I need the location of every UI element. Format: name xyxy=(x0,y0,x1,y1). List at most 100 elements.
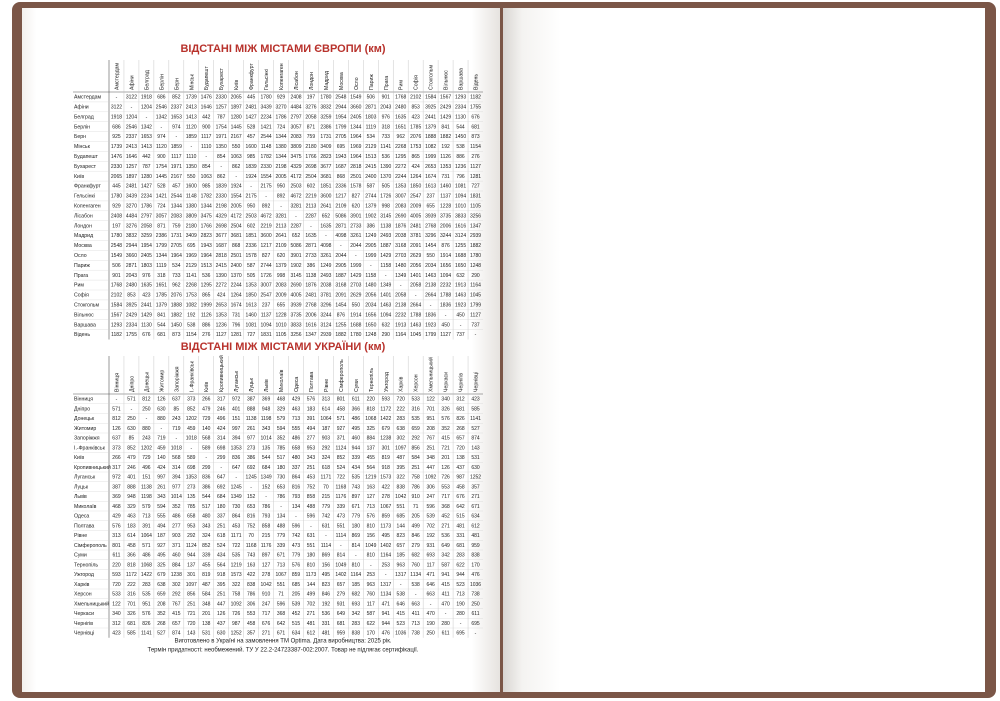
table-cell: 3677 xyxy=(216,233,227,239)
table-cell: 1429 xyxy=(350,273,361,279)
table-cell: 237 xyxy=(426,194,435,200)
table-cell: 386 xyxy=(202,484,211,490)
table-cell: 283 xyxy=(352,621,361,627)
table-cell: 458 xyxy=(127,543,136,549)
table-cell: 135 xyxy=(262,445,271,451)
table-cell: 2504 xyxy=(305,174,316,180)
row-header: Тернопіль xyxy=(74,562,98,568)
table-cell: 1918 xyxy=(141,95,152,101)
table-cell: 3600 xyxy=(261,233,272,239)
table-cell: 787 xyxy=(142,164,151,170)
table-cell: 1344 xyxy=(171,203,182,209)
table-cell: 1613 xyxy=(425,184,436,190)
table-cell: 2818 xyxy=(350,164,361,170)
column-header: Дніпро xyxy=(129,376,135,392)
table-cell: - xyxy=(340,543,342,549)
table-cell: 1902 xyxy=(365,213,376,219)
table-cell: 523 xyxy=(397,621,406,627)
table-cell: 3145 xyxy=(380,213,391,219)
table-cell: 3256 xyxy=(470,213,481,219)
table-cell: 292 xyxy=(322,445,331,451)
table-cell: 452 xyxy=(441,514,450,520)
table-cell: 192 xyxy=(187,312,196,318)
table-cell: 742 xyxy=(292,533,301,539)
table-cell: 268 xyxy=(456,426,465,432)
table-cell: - xyxy=(355,253,357,259)
table-cell: 3475 xyxy=(290,154,301,160)
table-cell: 976 xyxy=(142,273,151,279)
table-cell: 394 xyxy=(232,436,241,442)
table-cell: 453 xyxy=(232,523,241,529)
table-cell: 733 xyxy=(382,134,391,140)
table-cell: 1248 xyxy=(365,332,376,338)
table-cell: 2268 xyxy=(395,144,406,150)
table-cell: 4484 xyxy=(126,213,137,219)
table-cell: 1836 xyxy=(440,302,451,308)
table-cell: 959 xyxy=(471,543,480,549)
table-cell: 1148 xyxy=(261,144,272,150)
table-cell: 250 xyxy=(142,406,151,412)
table-cell: 2744 xyxy=(365,194,376,200)
table-cell: 3057 xyxy=(156,213,167,219)
table-cell: 1839 xyxy=(246,164,257,170)
table-cell: 2698 xyxy=(216,223,227,229)
table-cell: 1317 xyxy=(395,572,406,578)
table-cell: 1127 xyxy=(470,164,481,170)
table-cell: 1120 xyxy=(156,144,167,150)
table-cell: 122 xyxy=(112,601,121,607)
table-cell: 3925 xyxy=(126,302,137,308)
table-cell: 900 xyxy=(157,154,166,160)
table-cell: 713 xyxy=(367,504,376,510)
table-cell: 1114 xyxy=(336,533,347,539)
table-cell: 858 xyxy=(262,523,271,529)
table-cell: 192 xyxy=(322,601,331,607)
table-cell: 1120 xyxy=(186,124,197,130)
table-cell: 838 xyxy=(397,484,406,490)
table-cell: 2330 xyxy=(261,164,272,170)
table-cell: 2703 xyxy=(395,253,406,259)
table-cell: 312 xyxy=(112,621,121,627)
table-cell: 524 xyxy=(217,543,226,549)
row-header: Черкаси xyxy=(74,611,94,617)
table-cell: 340 xyxy=(112,611,121,617)
column-header: Житомир xyxy=(159,370,165,392)
table-cell: 614 xyxy=(127,533,136,539)
table-cell: 2653 xyxy=(425,164,436,170)
table-cell: 401 xyxy=(127,475,136,481)
table-cell: 871 xyxy=(307,124,316,130)
table-cell: 1141 xyxy=(141,631,152,637)
table-cell: 676 xyxy=(456,494,465,500)
table-cell: 1255 xyxy=(455,243,466,249)
table-cell: 695 xyxy=(456,631,465,637)
table-cell: 71 xyxy=(413,504,419,510)
table-cell: 2405 xyxy=(141,253,152,259)
column-header: Черкаси xyxy=(444,372,450,392)
table-cell: 276 xyxy=(202,332,211,338)
table-cell: 373 xyxy=(112,445,121,451)
table-cell: - xyxy=(175,134,177,140)
table-cell: 3681 xyxy=(231,233,242,239)
table-cell: 976 xyxy=(382,114,391,120)
table-cell: 1964 xyxy=(350,154,361,160)
table-cell: 2501 xyxy=(350,174,361,180)
table-cell: 568 xyxy=(172,455,181,461)
table-cell: 1850 xyxy=(410,184,421,190)
table-cell: 1280 xyxy=(231,114,242,120)
table-cell: 620 xyxy=(352,203,361,209)
table-cell: 3681 xyxy=(320,174,331,180)
table-cell: 2629 xyxy=(350,293,361,299)
table-cell: 1445 xyxy=(156,174,167,180)
table-cell: 1295 xyxy=(395,154,406,160)
table-cell: 622 xyxy=(456,562,465,568)
table-cell: 4098 xyxy=(320,243,331,249)
table-cell: 823 xyxy=(322,582,331,588)
table-cell: - xyxy=(220,465,222,471)
table-cell: 1445 xyxy=(231,124,242,130)
table-cell: 339 xyxy=(337,504,346,510)
table-cell: 3809 xyxy=(186,213,197,219)
table-cell: 533 xyxy=(412,397,421,403)
table-cell: 470 xyxy=(441,601,450,607)
row-header: Луцьк xyxy=(74,484,89,490)
table-cell: 292 xyxy=(172,592,181,598)
table-cell: 2044 xyxy=(350,243,361,249)
